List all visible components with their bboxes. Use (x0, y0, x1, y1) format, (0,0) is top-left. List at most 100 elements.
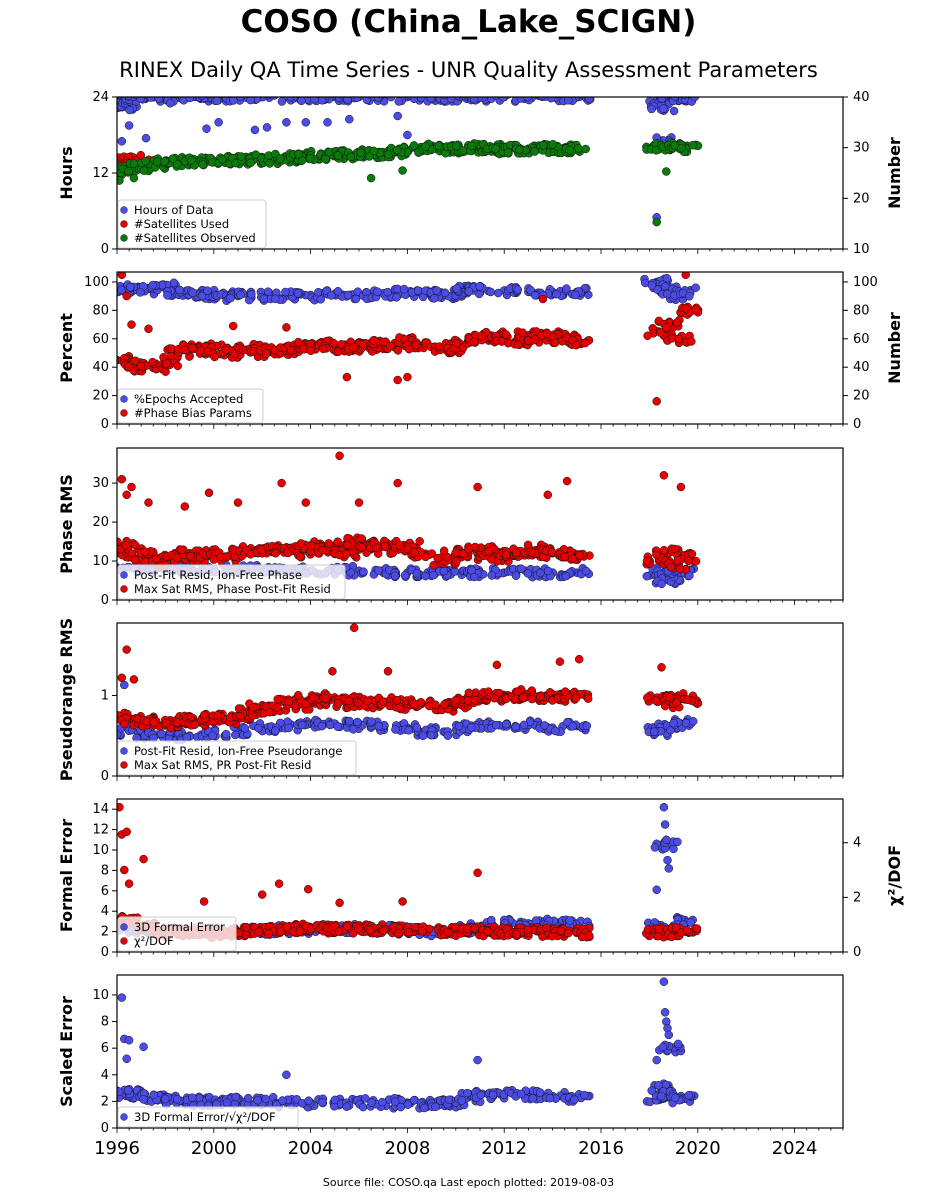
legend-entry: Max Sat RMS, Phase Post-Fit Resid (134, 582, 331, 596)
legend: Post-Fit Resid, Ion-Free PseudorangeMax … (117, 740, 357, 776)
point-post-fit-resid-ion-free-phase (516, 564, 526, 573)
point-max-sat-rms-phase-post-fit-resid-outliers (393, 478, 402, 488)
point-max-sat-rms-phase-post-fit-resid (130, 555, 140, 565)
point-max-sat-rms-pr-post-fit-resid (561, 687, 570, 696)
point-epochs-accepted (203, 286, 212, 295)
point-hours-of-data (486, 89, 494, 97)
point-hours-of-data (224, 97, 230, 98)
point-max-sat-rms-phase-post-fit-resid (439, 546, 449, 556)
point-post-fit-resid-ion-free-pseudorange (182, 732, 192, 742)
point-hours-of-data (532, 97, 535, 98)
point-3d-formal-error (669, 844, 678, 854)
point-post-fit-resid-ion-free-pseudorange (467, 723, 476, 732)
point-satellites-observed (538, 141, 548, 150)
point-3d-formal-error-dof (222, 1098, 232, 1107)
point-phase-bias-params (148, 357, 157, 367)
point-max-sat-rms-phase-post-fit-resid-outliers (301, 498, 311, 507)
point-satellites-observed (581, 144, 590, 154)
point-phase-bias-params-outliers (127, 320, 136, 329)
point-max-sat-rms-pr-post-fit-resid (416, 698, 426, 707)
point-post-fit-resid-ion-free-pseudorange (551, 726, 560, 736)
point-phase-bias-params-outliers (538, 294, 548, 304)
point-dof (654, 924, 664, 934)
point-hours-of-data (446, 97, 456, 103)
point-max-sat-rms-pr-post-fit-resid (643, 693, 652, 702)
y-tick-label: 14 (92, 802, 109, 817)
point-dof-outliers (122, 827, 131, 837)
data-points (106, 623, 703, 745)
point-satellites-observed (434, 141, 444, 151)
point-satellites-observed (515, 145, 524, 154)
point-epochs-accepted (662, 274, 672, 283)
point-dof (682, 925, 692, 935)
point-max-sat-rms-pr-post-fit-resid-outliers (349, 623, 359, 633)
point-phase-bias-params-outliers (228, 321, 238, 331)
point-max-sat-rms-pr-post-fit-resid (106, 709, 114, 717)
point-max-sat-rms-phase-post-fit-resid-outliers (277, 478, 286, 488)
point-phase-bias-params (469, 337, 479, 347)
y-right-tick-label: 2 (853, 890, 861, 905)
point-post-fit-resid-ion-free-phase (439, 566, 449, 576)
point-dof (556, 926, 566, 936)
point-post-fit-resid-ion-free-phase (400, 571, 410, 580)
y-right-axis-label: Number (885, 137, 904, 209)
point-max-sat-rms-phase-post-fit-resid (130, 540, 140, 550)
point-max-sat-rms-phase-post-fit-resid (691, 556, 701, 566)
point-3d-formal-error-dof (278, 1096, 287, 1105)
point-hours-of-data (139, 97, 143, 98)
point-max-sat-rms-pr-post-fit-resid (107, 708, 115, 716)
point-hours-of-data (154, 97, 164, 103)
y-right-tick-label: 20 (853, 389, 870, 404)
y-tick-label: 80 (92, 303, 109, 318)
point-3d-formal-error-dof (103, 1084, 111, 1092)
point-hours-of-data (538, 97, 547, 100)
point-max-sat-rms-phase-post-fit-resid (186, 551, 195, 561)
point-dof-outliers (120, 865, 129, 875)
point-hours-of-data (230, 97, 234, 98)
point-hours-of-data (246, 97, 255, 105)
legend-entry: Post-Fit Resid, Ion-Free Pseudorange (134, 744, 342, 758)
y-tick-label: 12 (92, 823, 109, 838)
point-max-sat-rms-pr-post-fit-resid (431, 700, 440, 709)
point-post-fit-resid-ion-free-pseudorange (443, 731, 453, 740)
y-tick-label: 60 (92, 332, 109, 347)
point-max-sat-rms-pr-post-fit-resid (490, 693, 499, 703)
point-dof (295, 927, 305, 936)
point-epochs-accepted (236, 290, 245, 300)
point-satellites-observed (548, 140, 558, 149)
point-satellites-observed-outliers (366, 173, 376, 183)
y-right-tick-label: 100 (853, 275, 878, 290)
point-hours-of-data (500, 89, 508, 97)
point-satellites-observed-outliers (652, 217, 661, 227)
point-hours-of-data (297, 97, 306, 106)
point-epochs-accepted (293, 289, 303, 298)
point-phase-bias-params (379, 337, 388, 347)
point-max-sat-rms-phase-post-fit-resid (410, 548, 419, 557)
point-satellites-observed (294, 149, 303, 159)
point-3d-formal-error (686, 918, 695, 927)
point-max-sat-rms-phase-post-fit-resid (152, 554, 161, 564)
point-max-sat-rms-phase-post-fit-resid-outliers (127, 482, 136, 492)
point-satellites-observed (677, 143, 686, 153)
point-3d-formal-error-dof (160, 1094, 170, 1104)
point-hours-of-data-outliers (282, 118, 291, 127)
legend-entry: 3D Formal Error (134, 920, 225, 934)
point-max-sat-rms-phase-post-fit-resid (673, 556, 682, 565)
y-tick-label: 6 (101, 884, 109, 899)
point-hours-of-data (216, 89, 224, 97)
point-hours-of-data (323, 97, 331, 100)
point-hours-of-data (447, 89, 455, 97)
y-right-axis-label: Number (885, 312, 904, 384)
point-max-sat-rms-phase-post-fit-resid (575, 551, 584, 560)
point-epochs-accepted (571, 290, 580, 300)
point-max-sat-rms-pr-post-fit-resid (294, 690, 303, 700)
point-dof (462, 924, 472, 933)
point-max-sat-rms-phase-post-fit-resid (335, 550, 344, 560)
point-satellites-observed (369, 146, 378, 156)
y-tick-label: 2 (101, 925, 109, 940)
point-max-sat-rms-pr-post-fit-resid (536, 692, 545, 701)
point-3d-formal-error-dof (172, 1095, 182, 1104)
point-epochs-accepted (281, 287, 290, 297)
point-max-sat-rms-phase-post-fit-resid (177, 545, 186, 555)
